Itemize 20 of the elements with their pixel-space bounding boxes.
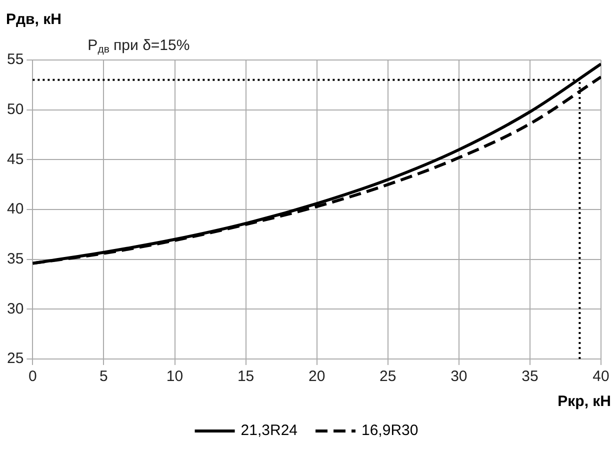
y-tick-label: 40 [6,200,24,218]
x-tick-label: 30 [450,368,468,386]
x-tick-label: 35 [522,368,538,386]
x-tick-label: 20 [308,368,326,386]
x-axis-title: Pкр, кН [558,393,611,410]
y-tick-label: 30 [6,300,24,318]
legend-label: 21,3R24 [240,422,298,440]
x-tick-label: 5 [100,368,108,386]
x-tick-label: 10 [166,368,184,386]
x-tick-label: 0 [28,368,37,386]
x-tick-label: 25 [380,368,396,386]
x-tick-label: 15 [237,368,254,386]
y-tick-label: 25 [6,350,24,368]
y-tick-label: 35 [6,250,24,268]
legend-label: 16,9R30 [362,422,418,440]
y-axis-title: Pдв, кН [6,11,62,28]
y-tick-label: 45 [6,150,24,168]
y-tick-label: 50 [6,100,24,118]
y-tick-label: 55 [6,51,24,68]
x-tick-label: 40 [592,368,610,386]
